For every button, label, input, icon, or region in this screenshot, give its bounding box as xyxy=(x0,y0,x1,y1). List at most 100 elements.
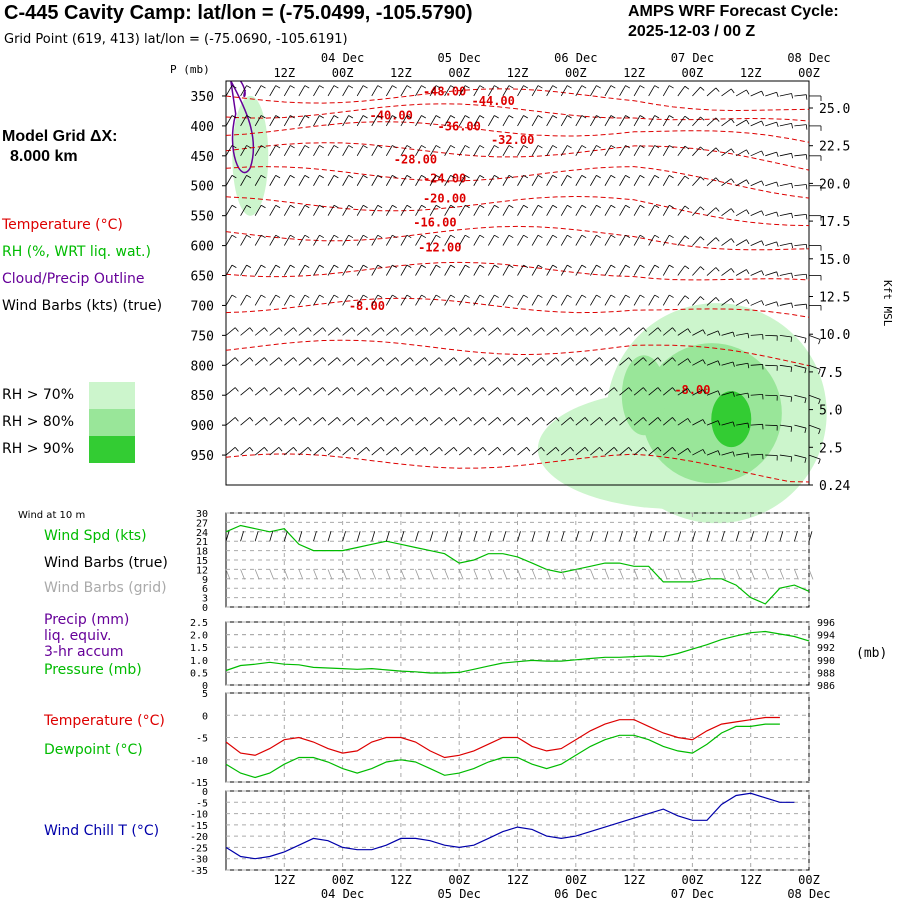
surface-barb-true xyxy=(517,531,521,542)
wind-barb-flag xyxy=(702,449,706,455)
wind-barb-flag xyxy=(732,451,735,457)
wind-barb xyxy=(225,235,233,246)
wind-barb-flag xyxy=(395,447,400,452)
wind-barb-flag xyxy=(333,204,339,209)
wind-barb-flag xyxy=(278,357,283,362)
wind-barb xyxy=(327,447,338,456)
rh70-region-top xyxy=(232,95,269,216)
rh-shading xyxy=(230,80,827,524)
wind-barb xyxy=(677,358,688,366)
wind-barb-flag xyxy=(508,204,514,209)
wind-barb xyxy=(604,387,615,396)
wind-barb-flag xyxy=(555,327,560,332)
temp-contour-label: -20.00 xyxy=(423,191,466,205)
wind-barb xyxy=(531,264,539,276)
wind-barb-flag xyxy=(687,448,691,453)
wind-barb-flag xyxy=(453,387,458,392)
wind-barb xyxy=(488,417,498,426)
wind-barb-flag xyxy=(526,327,531,332)
wind-barb-flag xyxy=(438,327,443,332)
wind-barb xyxy=(342,85,349,97)
wind-barb xyxy=(385,205,393,216)
wind-barb-flag xyxy=(581,264,587,268)
wind-barb xyxy=(633,357,644,366)
label-wind-chill: Wind Chill T (°C) xyxy=(44,823,160,839)
wind-barb-flag xyxy=(669,294,674,298)
wind-barb xyxy=(517,145,524,157)
wind-barb-flag xyxy=(584,417,589,422)
wind-barb xyxy=(560,85,568,97)
wind-barb-flag xyxy=(290,145,295,149)
wind-barb-flag xyxy=(537,85,543,89)
wind-barb xyxy=(677,86,686,97)
wind-barb xyxy=(473,235,481,246)
wind-barb xyxy=(590,85,597,97)
surface-barb-true xyxy=(706,531,711,542)
wind-barb-flag xyxy=(613,447,618,452)
wind-barb-flag xyxy=(657,447,662,452)
wind-barb xyxy=(488,387,498,396)
surface-barb-grid xyxy=(458,569,464,580)
height-tick-label: 10.0 xyxy=(819,328,850,343)
surface-barb-true xyxy=(473,531,478,542)
wind-barb xyxy=(575,294,583,306)
wind-barb-flag xyxy=(508,85,514,89)
wind-barb-flag xyxy=(642,447,647,452)
wind-barb xyxy=(662,417,673,426)
wind-barb xyxy=(531,357,542,366)
wind-barb xyxy=(721,331,734,336)
wind-barb xyxy=(517,235,524,246)
wind-barb xyxy=(502,145,510,157)
wind-barb xyxy=(371,387,382,396)
bottom-date-label: 08 Dec xyxy=(787,887,830,900)
top-hour-label: 00Z xyxy=(565,66,587,80)
wind-barb xyxy=(575,447,586,456)
wind-barb-flag xyxy=(599,417,604,422)
pressure-tick-label: 550 xyxy=(191,210,214,225)
wind-barb-flag xyxy=(465,264,470,268)
wind-barb-flag xyxy=(392,145,397,149)
wind-barb xyxy=(327,294,335,306)
label-wind-barbs-grid: Wind Barbs (grid) xyxy=(44,580,167,596)
wind-barb-flag xyxy=(264,357,268,362)
wind-barb xyxy=(736,422,749,426)
wind-barb-flag xyxy=(610,294,616,298)
wind-barb-flag xyxy=(348,204,354,209)
wind-barb xyxy=(706,207,717,216)
pressure-tick-label: 750 xyxy=(191,329,214,344)
wind-barb-flag xyxy=(805,304,808,310)
wind-barb-flag xyxy=(747,333,750,339)
wind-barb-flag xyxy=(730,238,735,243)
top-date-label: 06 Dec xyxy=(554,51,597,65)
wind-barb xyxy=(735,89,747,97)
wind-barb xyxy=(736,452,749,456)
wind-barb xyxy=(546,417,557,426)
wind-barb-flag xyxy=(730,178,735,183)
temp-contour-line xyxy=(225,453,810,483)
wind-barb-flag xyxy=(747,422,750,429)
precip-y-tick: 1.5 xyxy=(190,643,208,654)
wind-barb xyxy=(531,417,542,426)
wind-barb xyxy=(560,264,568,276)
wind-barb-flag xyxy=(687,328,691,334)
wind-barb-flag xyxy=(730,88,735,94)
wind-barb xyxy=(488,115,495,127)
pressure-tick-label: 600 xyxy=(191,240,214,255)
wind-barb xyxy=(560,417,571,426)
wind-barb xyxy=(706,237,717,246)
wind-barb-flag xyxy=(567,234,572,239)
wind-barb xyxy=(575,145,583,157)
wind-barb-flag xyxy=(333,264,339,268)
wind-barb-flag xyxy=(293,447,298,452)
wind-barb xyxy=(458,115,466,127)
wind-barb xyxy=(546,327,557,336)
wind-barb-flag xyxy=(654,115,660,119)
wind-barb xyxy=(794,184,807,187)
wind-barb xyxy=(662,264,670,276)
wind-barb xyxy=(429,85,437,97)
wind-barb xyxy=(458,417,469,426)
wind-barb-flag xyxy=(336,447,341,452)
wind-barb xyxy=(298,175,306,186)
wind-barb xyxy=(736,332,749,336)
wind-barb xyxy=(473,85,481,97)
